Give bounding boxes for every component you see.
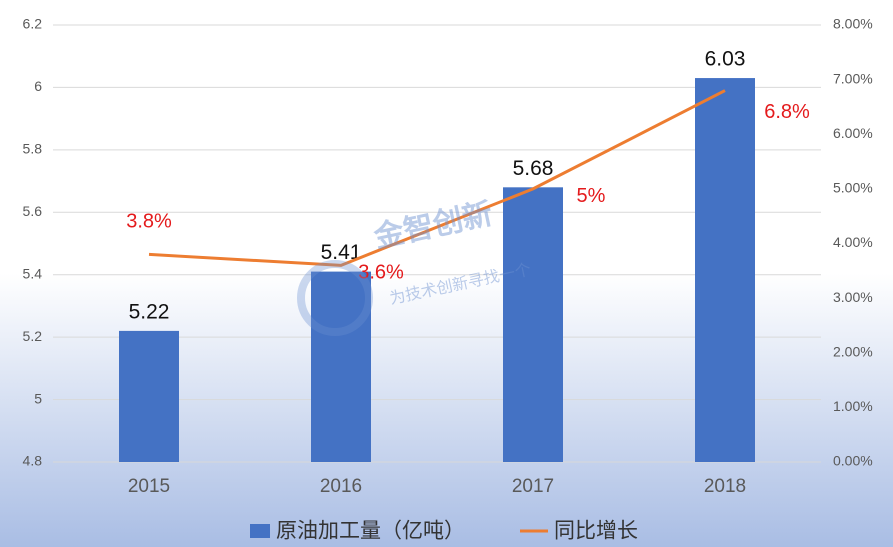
y2-tick-label: 7.00% xyxy=(833,70,873,86)
y2-tick-label: 6.00% xyxy=(833,125,873,141)
y2-tick-label: 5.00% xyxy=(833,180,873,196)
line-label: 5% xyxy=(577,185,606,207)
bar-label: 5.41 xyxy=(321,241,362,264)
y2-tick-label: 1.00% xyxy=(833,398,873,414)
y-tick-label: 5.4 xyxy=(23,265,43,281)
legend-swatch xyxy=(250,524,270,538)
y-tick-label: 6 xyxy=(34,78,42,94)
line-label: 6.8% xyxy=(764,101,810,123)
y2-tick-label: 0.00% xyxy=(833,453,873,469)
legend-label: 原油加工量（亿吨） xyxy=(276,520,465,543)
bar xyxy=(695,78,755,463)
bar xyxy=(503,187,563,463)
line-label: 3.6% xyxy=(358,262,404,284)
y-tick-label: 6.2 xyxy=(23,16,43,32)
x-tick-label: 2016 xyxy=(320,476,362,497)
y2-tick-label: 2.00% xyxy=(833,343,873,359)
y-tick-label: 4.8 xyxy=(23,453,43,469)
legend-label: 同比增长 xyxy=(554,520,638,543)
x-tick-label: 2017 xyxy=(512,476,554,497)
bar-label: 5.22 xyxy=(129,300,170,323)
bar xyxy=(311,271,371,462)
line-label: 3.8% xyxy=(126,211,172,233)
x-tick-label: 2018 xyxy=(704,476,746,497)
bar xyxy=(119,330,179,462)
y-tick-label: 5.8 xyxy=(23,141,43,157)
bar-label: 6.03 xyxy=(705,48,746,71)
line xyxy=(148,89,726,267)
y-tick-label: 5 xyxy=(34,390,42,406)
y-tick-label: 5.6 xyxy=(23,203,43,219)
x-tick-label: 2015 xyxy=(128,476,170,497)
y2-tick-label: 3.00% xyxy=(833,289,873,305)
y2-tick-label: 8.00% xyxy=(833,16,873,32)
y2-tick-label: 4.00% xyxy=(833,234,873,250)
bar-label: 5.68 xyxy=(513,157,554,180)
y-tick-label: 5.2 xyxy=(23,328,43,344)
watermark-logo xyxy=(297,260,373,336)
